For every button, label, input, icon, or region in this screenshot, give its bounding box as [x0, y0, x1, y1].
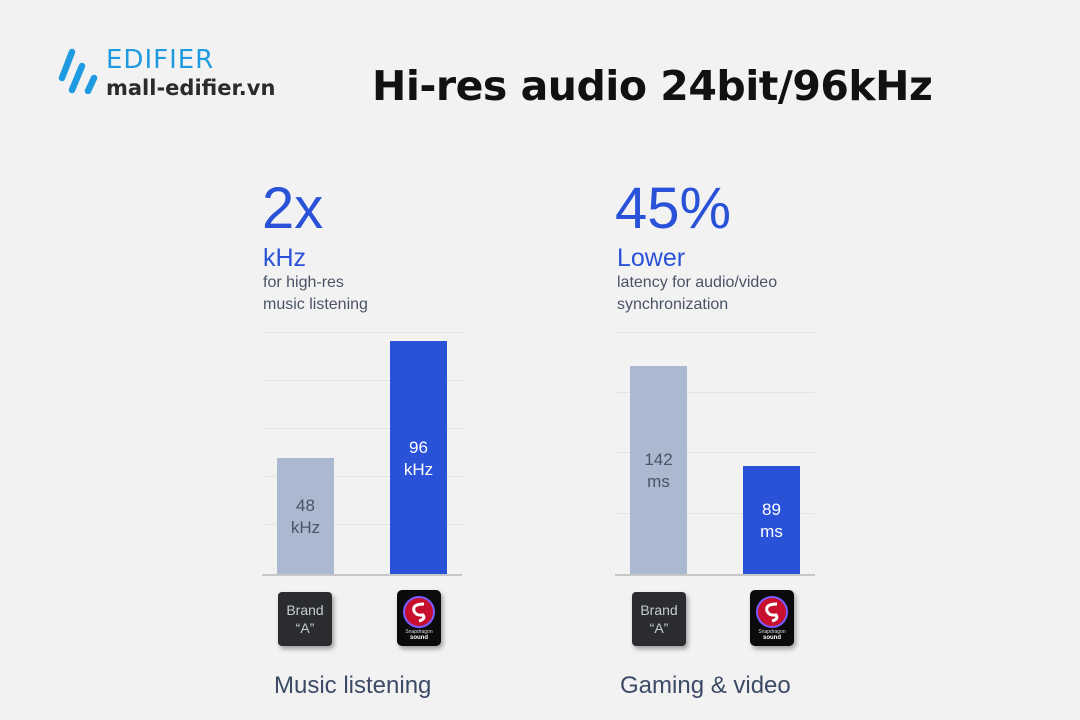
gridline — [615, 332, 815, 333]
headline-unit-khz: kHz — [263, 244, 307, 272]
snapdragon-sound-chip-icon: Snapdragon sound — [750, 590, 794, 646]
chip-label: “A” — [295, 620, 315, 636]
edifier-logo-icon — [58, 48, 98, 94]
chip-label: Brand — [286, 602, 324, 618]
bar-unit: ms — [760, 521, 783, 541]
headline-2x: 2x — [262, 176, 324, 241]
description-line-1: for high-res — [263, 274, 344, 291]
snapdragon-logo-icon — [403, 596, 435, 628]
bar-brand-a-48khz: 48 kHz — [277, 458, 334, 575]
gridline — [615, 452, 815, 453]
brand-a-chip-icon: Brand “A” — [632, 592, 686, 646]
description-line-2: music listening — [263, 296, 368, 313]
baseline — [615, 574, 815, 576]
gridline — [615, 392, 815, 393]
gridline — [262, 524, 462, 525]
gridline — [262, 476, 462, 477]
site-url: mall-edifier.vn — [106, 76, 276, 100]
gridline — [262, 380, 462, 381]
bar-unit: kHz — [290, 517, 321, 537]
gridline — [262, 332, 462, 333]
description-line-2: synchronization — [617, 296, 729, 313]
chip-label: Brand — [640, 602, 678, 618]
description-line-1: latency for audio/video — [617, 274, 778, 291]
bar-value: 89 — [762, 499, 781, 519]
bar-snapdragon-96khz: 96 kHz — [390, 341, 447, 575]
bar-unit: kHz — [403, 460, 434, 479]
page-title: Hi-res audio 24bit/96kHz — [372, 62, 933, 110]
chip-label: Snapdragon — [405, 629, 433, 635]
brand-a-chip-icon: Brand “A” — [278, 592, 332, 646]
headline-unit-lower: Lower — [617, 244, 686, 272]
brand-name: EDIFIER — [106, 45, 215, 75]
snapdragon-logo-icon — [756, 596, 788, 628]
bar-unit: ms — [647, 471, 670, 491]
bar-brand-a-142ms: 142 ms — [630, 366, 687, 575]
headline-45-percent: 45% — [615, 176, 732, 241]
chip-label: sound — [410, 635, 428, 641]
gridline — [615, 513, 815, 514]
chip-label: sound — [763, 635, 781, 641]
category-label: Gaming & video — [620, 672, 791, 699]
category-label: Music listening — [274, 672, 432, 699]
bar-value: 142 — [644, 449, 673, 469]
bar-value: 48 — [296, 495, 315, 515]
chip-label: Snapdragon — [758, 629, 786, 635]
gridline — [262, 428, 462, 429]
chip-label: “A” — [649, 620, 669, 636]
baseline — [262, 574, 462, 576]
snapdragon-sound-chip-icon: Snapdragon sound — [397, 590, 441, 646]
bar-value: 96 — [409, 438, 428, 457]
bar-snapdragon-89ms: 89 ms — [743, 466, 800, 575]
